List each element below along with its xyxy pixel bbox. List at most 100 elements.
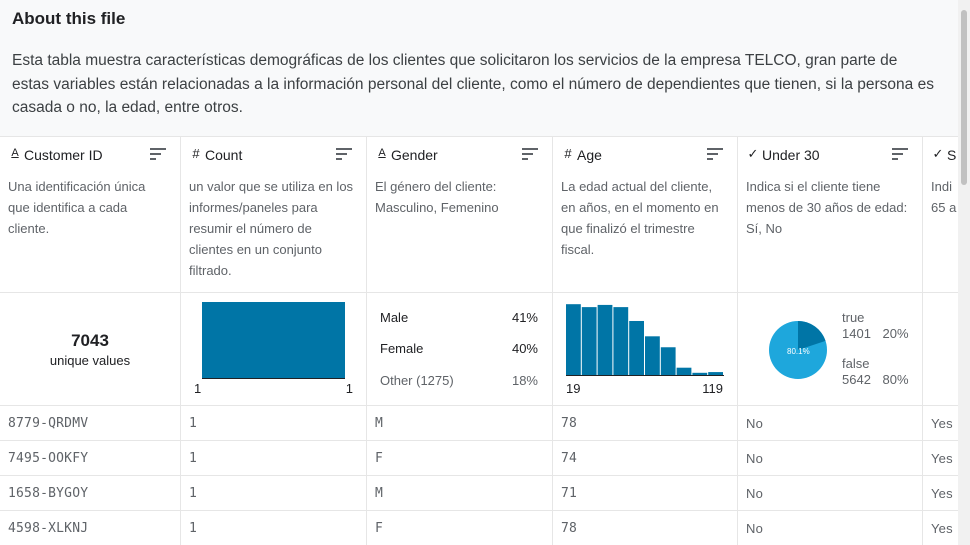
unique-count: 7043 xyxy=(71,331,109,350)
table-cell[interactable]: 1 xyxy=(181,406,367,441)
cell-value: 74 xyxy=(561,451,578,466)
cell-value: 1 xyxy=(189,416,198,431)
table-cell[interactable]: 1 xyxy=(181,441,367,476)
column-description: La edad actual del cliente, en años, en … xyxy=(561,179,719,257)
table-cell[interactable]: No xyxy=(738,511,923,545)
category-male[interactable]: Male 41% xyxy=(380,310,538,325)
column-header-gender[interactable]: A Gender xyxy=(367,137,552,173)
table-cell[interactable]: Yes xyxy=(923,511,958,545)
legend-true-label: true xyxy=(842,310,865,325)
table-cell[interactable]: No xyxy=(738,406,923,441)
histogram-bar[interactable] xyxy=(676,367,692,375)
table-cell[interactable]: M xyxy=(367,406,553,441)
column-gender: A Gender El género del cliente: Masculin… xyxy=(367,137,553,545)
table-cell[interactable]: No xyxy=(738,441,923,476)
histogram-bar[interactable] xyxy=(708,372,723,375)
table-cell[interactable]: 71 xyxy=(553,476,738,511)
table-cell[interactable]: M xyxy=(367,476,553,511)
histogram-bar[interactable] xyxy=(566,304,581,375)
legend-false-label: false xyxy=(842,356,870,371)
table-cell[interactable]: 7495-OOKFY xyxy=(0,441,181,476)
cell-value: M xyxy=(375,416,384,431)
histogram-bar[interactable] xyxy=(629,320,644,375)
about-description: Esta tabla muestra características demog… xyxy=(12,52,934,116)
column-description: El género del cliente: Masculino, Femeni… xyxy=(375,179,499,215)
pie-slice-true[interactable] xyxy=(798,321,826,350)
sort-icon[interactable] xyxy=(892,148,908,160)
sort-icon[interactable] xyxy=(336,148,352,160)
table-cell[interactable]: 8779-QRDMV xyxy=(0,406,181,441)
cell-value: F xyxy=(375,521,384,536)
under-30-pie-chart[interactable]: 80.1% xyxy=(763,315,833,385)
category-female[interactable]: Female 40% xyxy=(380,341,538,356)
histogram-bar[interactable] xyxy=(692,372,708,375)
table-cell[interactable]: 1658-BYGOY xyxy=(0,476,181,511)
column-under-30: ✓ Under 30 Indica si el cliente tiene me… xyxy=(738,137,923,545)
vertical-scrollbar[interactable] xyxy=(958,0,970,545)
histogram-bar[interactable] xyxy=(613,307,629,375)
legend-true-values: 1401 20% xyxy=(842,326,909,342)
column-description: un valor que se utiliza en los informes/… xyxy=(189,179,354,278)
boolean-type-icon: ✓ xyxy=(747,146,759,161)
category-pct: 18% xyxy=(511,373,538,388)
scrollbar-thumb[interactable] xyxy=(961,10,967,185)
histogram-bar[interactable] xyxy=(645,336,660,375)
category-pct: 41% xyxy=(511,310,538,325)
table-cell[interactable]: 4598-XLKNJ xyxy=(0,511,181,545)
table-cell[interactable]: 74 xyxy=(553,441,738,476)
legend-false-values: 5642 80% xyxy=(842,372,909,388)
cell-value: 78 xyxy=(561,416,578,431)
column-header-age[interactable]: # Age xyxy=(553,137,737,173)
category-label: Other (1275) xyxy=(380,373,454,388)
table-cell[interactable]: 78 xyxy=(553,511,738,545)
number-type-icon: # xyxy=(564,146,572,161)
column-name: S xyxy=(947,147,957,163)
table-cell[interactable]: 1 xyxy=(181,511,367,545)
table-row[interactable]: 7495-OOKFY 1 F 74 No Yes xyxy=(0,441,958,476)
sort-icon[interactable] xyxy=(150,148,166,160)
column-customer-id: A Customer ID Una identificación única q… xyxy=(0,137,181,545)
cell-value: Yes xyxy=(931,451,953,466)
table-row[interactable]: 4598-XLKNJ 1 F 78 No Yes xyxy=(0,511,958,545)
cell-value: F xyxy=(375,451,384,466)
cell-value: 1 xyxy=(189,521,198,536)
histogram-bar[interactable] xyxy=(581,307,597,375)
table-row[interactable]: 1658-BYGOY 1 M 71 No Yes xyxy=(0,476,958,511)
cell-value: No xyxy=(746,486,764,501)
cell-value: Yes xyxy=(931,521,953,536)
cell-value: 8779-QRDMV xyxy=(8,416,89,431)
about-title: About this file xyxy=(12,9,126,28)
column-name: Gender xyxy=(391,147,438,163)
table-cell[interactable]: F xyxy=(367,441,553,476)
table-cell[interactable]: Yes xyxy=(923,476,958,511)
column-name: Count xyxy=(205,147,243,163)
table-cell[interactable]: Yes xyxy=(923,441,958,476)
column-header-count[interactable]: # Count xyxy=(181,137,366,173)
sort-icon[interactable] xyxy=(707,148,723,160)
column-header-under-30[interactable]: ✓ Under 30 xyxy=(738,137,922,173)
histogram-bar[interactable] xyxy=(660,347,676,375)
table-cell[interactable]: F xyxy=(367,511,553,545)
histogram-bar[interactable] xyxy=(597,304,613,375)
count-histogram[interactable] xyxy=(181,293,366,407)
axis-max: 119 xyxy=(702,381,723,396)
table-cell[interactable]: 1 xyxy=(181,476,367,511)
number-type-icon: # xyxy=(192,146,200,161)
legend-false[interactable]: false 5642 80% xyxy=(842,356,909,388)
cell-value: 1 xyxy=(189,486,198,501)
age-histogram[interactable] xyxy=(553,293,737,407)
column-header-customer-id[interactable]: A Customer ID xyxy=(0,137,180,173)
legend-true[interactable]: true 1401 20% xyxy=(842,310,909,342)
axis-max: 1 xyxy=(345,381,353,396)
axis-min: 1 xyxy=(194,381,202,396)
column-summary: Male 41% Female 40% Other (1275) 18% xyxy=(367,292,552,406)
sort-icon[interactable] xyxy=(522,148,538,160)
table-row[interactable]: 8779-QRDMV 1 M 78 No Yes xyxy=(0,406,958,441)
category-other[interactable]: Other (1275) 18% xyxy=(380,373,538,388)
table-cell[interactable]: Yes xyxy=(923,406,958,441)
table-cell[interactable]: No xyxy=(738,476,923,511)
histogram-bar[interactable] xyxy=(202,302,345,378)
table-cell[interactable]: 78 xyxy=(553,406,738,441)
column-header-senior[interactable]: ✓ S xyxy=(923,137,958,173)
column-summary: 19 119 xyxy=(553,292,737,406)
